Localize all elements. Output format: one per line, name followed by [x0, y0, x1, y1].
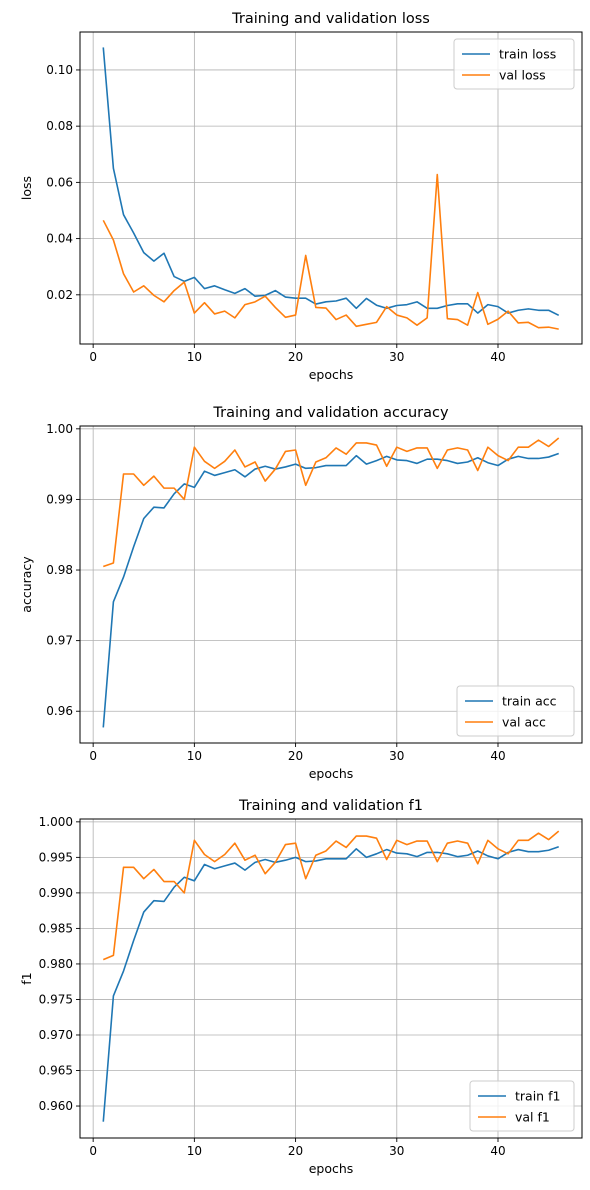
- legend-box: [453, 38, 575, 90]
- y-tick-label: 0.99: [46, 492, 73, 506]
- x-tick-label: 10: [187, 350, 202, 364]
- y-tick-label: 0.08: [46, 119, 73, 133]
- y-tick-label: 0.985: [39, 921, 73, 935]
- x-tick-label: 20: [288, 1144, 303, 1158]
- series-line-val: [102, 173, 559, 330]
- x-tick-label: 10: [187, 749, 202, 763]
- legend-label: train f1: [515, 1089, 560, 1104]
- y-tick-label: 0.995: [39, 850, 73, 864]
- series-line-train: [102, 845, 559, 1122]
- y-tick-label: 0.970: [39, 1028, 73, 1042]
- legend: train f1 val f1: [469, 1080, 575, 1132]
- legend-label: val f1: [515, 1110, 550, 1125]
- y-tick-label: 0.98: [46, 563, 73, 577]
- chart-2: 0 10 20 30 40 0.960 0.965 0.970 0.975 0.980 0.985 0…: [19, 798, 583, 1176]
- plot-frame: [79, 818, 583, 1139]
- x-tick-label: 30: [389, 749, 404, 763]
- y-tick-label: 0.96: [46, 704, 73, 718]
- y-axis-label: f1: [19, 972, 34, 984]
- y-tick-label: 0.97: [46, 634, 73, 648]
- y-tick-label: 0.965: [39, 1064, 73, 1078]
- y-tick-label: 0.06: [46, 175, 73, 189]
- chart-1: 0 10 20 30 40 0.96 0.97 0.98 0.99 1.00 Training an…: [19, 405, 583, 781]
- y-tick-label: 0.10: [46, 63, 73, 77]
- x-tick-label: 10: [187, 1144, 202, 1158]
- chart-title: Training and validation f1: [238, 798, 423, 814]
- x-tick-label: 30: [389, 1144, 404, 1158]
- legend-label: val acc: [502, 715, 546, 730]
- chart-title: Training and validation accuracy: [212, 405, 449, 421]
- y-tick-label: 0.02: [46, 288, 73, 302]
- y-tick-label: 1.00: [46, 422, 73, 436]
- legend-label: train acc: [502, 694, 557, 709]
- x-tick-label: 0: [89, 350, 97, 364]
- legend-label: val loss: [499, 68, 546, 83]
- x-tick-label: 40: [490, 350, 505, 364]
- y-tick-label: 0.980: [39, 957, 73, 971]
- y-tick-label: 0.990: [39, 886, 73, 900]
- plot-frame: [79, 31, 583, 345]
- plot-frame: [79, 425, 583, 744]
- x-tick-label: 20: [288, 350, 303, 364]
- y-tick-label: 0.04: [46, 232, 73, 246]
- series-line-val: [103, 437, 560, 568]
- y-axis-label: loss: [19, 176, 34, 200]
- y-tick-label: 1.000: [39, 815, 73, 829]
- legend-box: [469, 1080, 575, 1132]
- x-tick-label: 0: [89, 1144, 97, 1158]
- legend: train loss val loss: [453, 38, 575, 90]
- legend: train acc val acc: [456, 685, 575, 737]
- series-line-val: [102, 830, 560, 961]
- legend-label: train loss: [499, 47, 556, 62]
- legend-box: [456, 685, 575, 737]
- x-tick-label: 40: [490, 1144, 505, 1158]
- chart-0: 0 10 20 30 40 0.02 0.04 0.06 0.08 0.10 Training an…: [19, 11, 583, 382]
- x-axis-label: epochs: [309, 766, 354, 781]
- x-tick-label: 40: [490, 749, 505, 763]
- x-axis-label: epochs: [309, 1161, 354, 1176]
- y-tick-label: 0.960: [39, 1099, 73, 1113]
- y-tick-label: 0.975: [39, 992, 73, 1006]
- y-axis-label: accuracy: [19, 556, 34, 613]
- chart-title: Training and validation loss: [231, 11, 430, 27]
- x-tick-label: 0: [89, 749, 97, 763]
- x-axis-label: epochs: [309, 367, 354, 382]
- x-tick-label: 30: [389, 350, 404, 364]
- x-tick-label: 20: [288, 749, 303, 763]
